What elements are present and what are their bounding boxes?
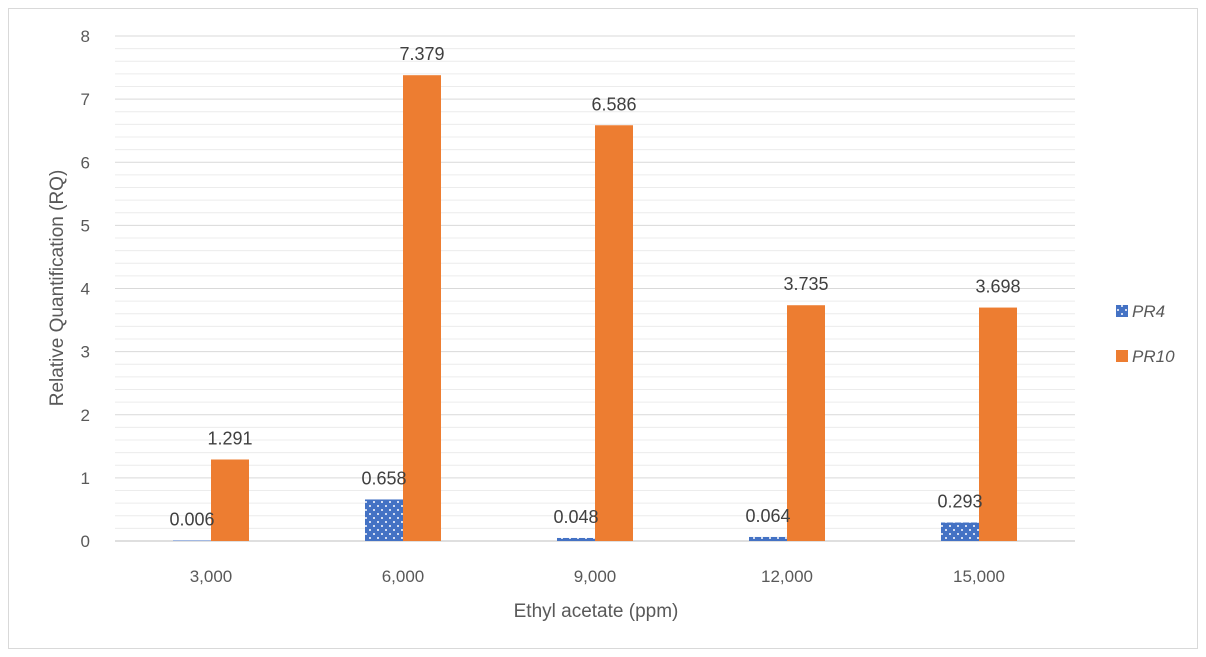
legend-label-pr4: PR4 (1132, 302, 1165, 321)
data-label-pr4: 0.048 (553, 507, 598, 527)
y-tick-label: 3 (81, 343, 90, 362)
x-axis-title: Ethyl acetate (ppm) (514, 601, 679, 622)
x-tick-label: 12,000 (761, 567, 813, 586)
bar-pr10 (595, 125, 633, 541)
bar-pr4 (365, 499, 403, 541)
y-tick-label: 8 (81, 27, 90, 46)
legend: PR4 PR10 (1116, 302, 1175, 366)
data-label-pr10: 3.698 (975, 277, 1020, 297)
x-axis-ticks: 3,000 6,000 9,000 12,000 15,000 (190, 567, 1005, 586)
bar-pr4 (749, 536, 787, 541)
x-tick-label: 6,000 (382, 567, 425, 586)
bar-pr4 (173, 540, 211, 541)
y-tick-label: 5 (81, 216, 90, 235)
bar-pr10 (787, 305, 825, 541)
bar-pr4 (941, 522, 979, 541)
x-tick-label: 9,000 (574, 567, 617, 586)
data-label-pr4: 0.293 (937, 492, 982, 512)
legend-swatch-pr4 (1116, 305, 1128, 317)
y-tick-label: 1 (81, 469, 90, 488)
y-axis-title: Relative Quantification (RQ) (47, 170, 68, 407)
y-tick-label: 6 (81, 153, 90, 172)
y-axis-ticks: 0 1 2 3 4 5 6 7 8 (81, 27, 90, 551)
y-tick-label: 7 (81, 90, 90, 109)
data-label-pr4: 0.006 (169, 510, 214, 530)
bars (173, 75, 1017, 541)
data-label-pr4: 0.658 (361, 468, 406, 488)
legend-label-pr10: PR10 (1132, 347, 1175, 366)
data-label-pr10: 3.735 (783, 274, 828, 294)
data-labels: 0.006 1.291 0.658 7.379 0.048 6.586 0.064 3.735… (169, 44, 1020, 529)
data-label-pr10: 7.379 (399, 44, 444, 64)
bar-pr4 (557, 537, 595, 541)
y-tick-label: 2 (81, 406, 90, 425)
bar-pr10 (403, 75, 441, 541)
data-label-pr10: 6.586 (591, 94, 636, 114)
bar-pr10 (211, 459, 249, 541)
data-label-pr4: 0.064 (745, 506, 790, 526)
legend-swatch-pr10 (1116, 350, 1128, 362)
y-tick-label: 0 (81, 532, 90, 551)
data-label-pr10: 1.291 (207, 429, 252, 449)
bar-pr10 (979, 307, 1017, 541)
x-tick-label: 15,000 (953, 567, 1005, 586)
x-tick-label: 3,000 (190, 567, 233, 586)
y-tick-label: 4 (81, 280, 90, 299)
